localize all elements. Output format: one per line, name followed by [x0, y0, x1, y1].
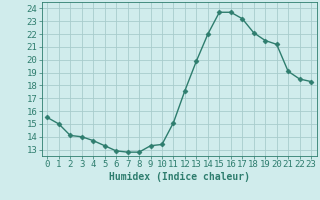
X-axis label: Humidex (Indice chaleur): Humidex (Indice chaleur) — [109, 172, 250, 182]
